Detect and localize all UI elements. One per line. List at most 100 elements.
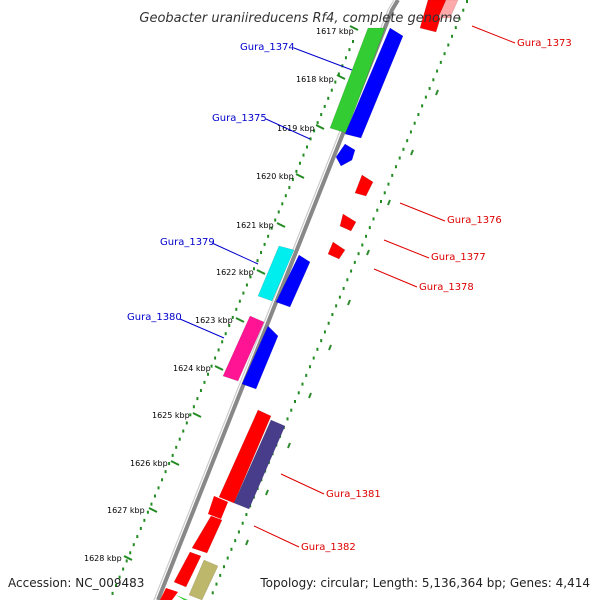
gene-arrow-gura_1382 [191,515,223,554]
gene-arrow-gura_1376 [354,174,374,197]
gc-dot [256,259,259,263]
gc-dot [224,332,227,336]
gc-dash [366,249,370,256]
map-title: Geobacter uraniireducens Rf4, complete g… [139,11,460,26]
gene-arrow-gura_1381-cds [233,419,286,510]
gc-dot [118,575,121,579]
gc-dot [171,453,174,457]
gene-arrow-gura_1377 [339,213,357,232]
gc-dot [353,260,356,264]
topology-text: Topology: circular; Length: 5,136,364 bp… [259,576,590,590]
gene-label-gura_1375: Gura_1375 [212,113,267,124]
gc-dot [111,591,114,595]
gc-dot [428,86,431,90]
gc-dot [368,226,371,230]
leader-line [265,118,311,140]
gc-dot [274,218,277,222]
leader-line [253,525,300,548]
gc-dash [265,489,269,496]
gc-dash [328,344,332,351]
gc-dot [462,8,465,12]
gc-dot [394,165,397,169]
gc-dot [281,202,284,206]
gc-dot [357,252,360,256]
gc-dot [330,88,333,92]
gc-dash [347,299,351,306]
gc-dot [298,161,301,165]
gc-dot [129,551,132,555]
tick-mark [256,269,266,275]
gc-dot [421,104,424,108]
tick-label: 1617 kbp [316,27,354,36]
gc-dot [189,413,192,417]
gc-dot [249,275,252,279]
gc-dot [316,121,319,125]
gc-dot [391,173,394,177]
gc-dot [252,267,255,271]
gc-dot [323,104,326,108]
tick-mark [315,124,325,130]
gc-dot [424,95,427,99]
gc-dot [376,208,379,212]
gc-dash [387,199,391,206]
gc-dot [234,539,237,543]
gc-dot [301,382,304,386]
gc-dot [221,340,224,344]
gc-dot [320,339,323,343]
gc-dot [313,129,316,133]
gene-arrow-gura_1383 [173,551,202,588]
gene-label-gura_1380: Gura_1380 [127,312,182,323]
leader-line [211,242,259,265]
gc-dash [410,149,414,156]
gene-arrow-gura_1374-gene [344,27,404,139]
tick-mark [336,74,346,80]
tick-label: 1622 kbp [216,268,254,277]
gc-dot [164,470,167,474]
gc-dot [297,391,300,395]
accession-text: Accession: NC_009483 [8,576,144,590]
gc-dot [267,234,270,238]
gc-dot [327,321,330,325]
backbone-outer-line [156,0,400,600]
gc-dot [305,373,308,377]
gc-dot [237,530,240,534]
tick-layer: 1617 kbp 1618 kbp 1619 kbp 1620 kbp 1621 kbp… [84,25,359,563]
tick-mark [148,507,158,513]
gc-dot [222,565,225,569]
gc-dot [125,559,128,563]
gc-dot [413,121,416,125]
tick-mark [170,460,180,466]
gc-content-dots-right [211,0,468,595]
gc-dot [245,513,248,517]
tick-label: 1625 kbp [152,411,190,420]
gc-dot [327,96,330,100]
gc-dot [344,56,347,60]
gene-arrow-gura_1373-outer [437,0,459,19]
gc-dot [352,40,354,43]
gc-dot [342,286,345,290]
gc-dot [143,518,146,522]
gc-dot [409,130,412,134]
gc-dash [245,539,249,546]
gc-dot [295,169,298,173]
gc-dot [284,194,287,198]
gene-label-gura_1378: Gura_1378 [419,282,474,293]
gc-dash [308,392,312,399]
tick-label: 1626 kbp [130,459,168,468]
gc-dot [136,535,139,539]
gc-dot [207,372,210,376]
gc-dot [210,364,213,368]
gc-dot [361,243,364,247]
tick-mark [214,365,224,371]
gene-arrow-gura_1378 [327,241,346,260]
gc-dot [320,113,323,117]
leader-line [179,318,225,339]
gc-dot [291,177,294,181]
gc-dot [312,356,315,360]
gc-dot [334,80,337,84]
gc-dot [290,408,293,412]
gc-dot [245,283,248,287]
gc-dot [323,330,326,334]
gene-arrow-gura_1380-gene [241,325,279,390]
